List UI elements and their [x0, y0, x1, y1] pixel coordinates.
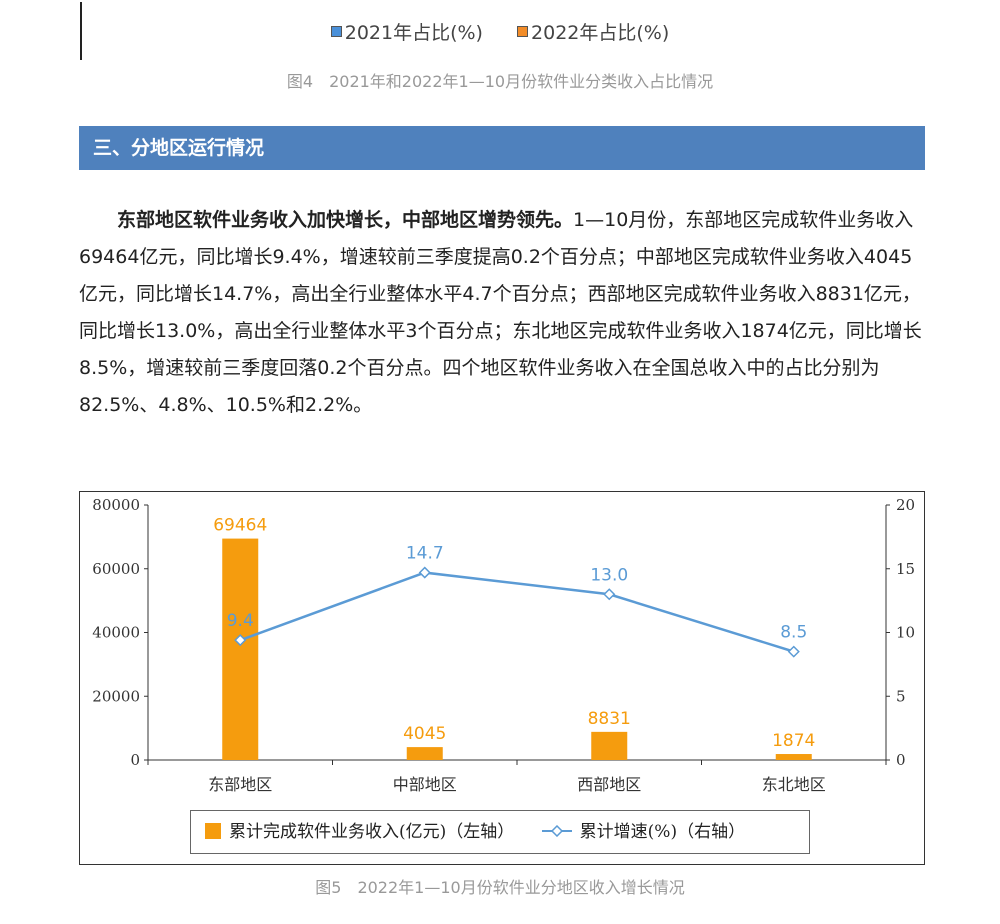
section-header: 三、分地区运行情况 — [79, 126, 925, 170]
bar — [406, 747, 443, 760]
fig4-legend-item-2022: 2022年占比(%) — [517, 18, 669, 45]
left-tick-label: 40000 — [92, 624, 140, 642]
bar-value-label: 8831 — [588, 709, 631, 729]
left-tick-label: 60000 — [92, 560, 140, 578]
line-value-label: 13.0 — [590, 565, 628, 585]
line-value-label: 14.7 — [406, 544, 444, 564]
x-tick-label: 中部地区 — [393, 775, 457, 794]
bar — [591, 731, 628, 760]
fig4-legend-swatch-2021 — [330, 26, 342, 37]
fig4-legend: 2021年占比(%) 2022年占比(%) — [0, 18, 1000, 45]
fig4-caption: 图4 2021年和2022年1—10月份软件业分类收入占比情况 — [286, 72, 714, 91]
legend-bar-swatch — [205, 822, 221, 839]
line-value-label: 8.5 — [780, 623, 807, 643]
fig5-caption: 图5 2022年1—10月份软件业分地区收入增长情况 — [315, 878, 685, 897]
fig4-legend-swatch-2022 — [517, 26, 529, 37]
fig5-legend: 累计完成软件业务收入(亿元)（左轴） 累计增速(%)（右轴） — [190, 810, 810, 854]
x-tick-label: 西部地区 — [577, 775, 641, 794]
line-point — [418, 566, 431, 579]
x-tick-label: 东部地区 — [208, 775, 272, 794]
legend-bar-label: 累计完成软件业务收入(亿元)（左轴） — [229, 822, 515, 842]
fig5-chart: 80000 60000 40000 20000 0 20 15 10 5 0 东部地区 中部地区 西部地… — [79, 491, 925, 865]
body-paragraph: 东部地区软件业务收入加快增长，中部地区增势领先。1—10月份，东部地区完成软件业… — [79, 202, 929, 424]
bar-value-label: 69464 — [213, 516, 267, 536]
paragraph-body: 1—10月份，东部地区完成软件业务收入69464亿元，同比增长9.4%，增速较前… — [79, 209, 922, 416]
line-value-label: 9.4 — [227, 611, 254, 631]
line-point — [787, 645, 800, 658]
fig4-legend-item-2021: 2021年占比(%) — [330, 18, 483, 45]
fig4-legend-label-2021: 2021年占比(%) — [344, 22, 483, 44]
legend-line-marker-icon — [541, 824, 572, 837]
bar-value-label: 4045 — [403, 724, 446, 744]
left-tick-label: 20000 — [92, 687, 140, 705]
line-point — [234, 634, 247, 647]
right-tick-label: 15 — [896, 560, 915, 578]
left-tick-label: 0 — [130, 751, 140, 769]
series-line — [239, 571, 795, 653]
fig5-chart-svg: 80000 60000 40000 20000 0 20 15 10 5 0 东部地区 中部地区 西部地… — [92, 496, 915, 794]
paragraph-lead: 东部地区软件业务收入加快增长，中部地区增势领先。 — [117, 209, 574, 231]
right-tick-label: 20 — [896, 496, 915, 514]
right-tick-label: 0 — [896, 751, 906, 769]
fig4-legend-label-2022: 2022年占比(%) — [531, 22, 670, 44]
left-margin-bar — [80, 2, 82, 60]
line-point — [603, 588, 616, 601]
bar — [222, 538, 259, 760]
right-tick-label: 10 — [896, 624, 915, 642]
x-tick-label: 东北地区 — [762, 775, 826, 794]
left-tick-label: 80000 — [92, 496, 140, 514]
bar — [775, 754, 812, 760]
right-tick-label: 5 — [896, 687, 906, 705]
bar-value-label: 1874 — [772, 731, 815, 751]
legend-line-label: 累计增速(%)（右轴） — [579, 822, 746, 842]
